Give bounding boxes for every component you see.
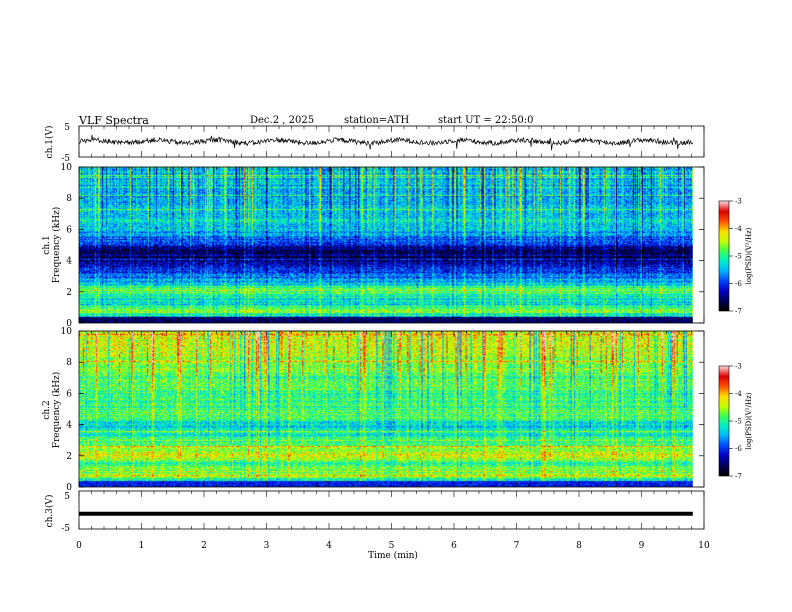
ch1-spec-ylabel-top: ch.1	[42, 235, 52, 254]
ch2-spec-ylabel-top: ch.2	[42, 400, 52, 419]
ch3-ylabel: ch.3(V)	[44, 495, 55, 528]
colorbar-tick-label: -7	[735, 473, 742, 481]
y-tick-label: 2	[66, 288, 72, 298]
x-tick-label: 5	[389, 541, 395, 551]
ch3-ytick-bottom: -5	[61, 524, 70, 534]
y-tick-label: 10	[61, 327, 73, 337]
ch1-colorbar	[719, 201, 729, 311]
ch3-waveform-panel: 5 -5 ch.3(V)	[44, 490, 705, 534]
figure-title: VLF Spectra	[78, 114, 149, 127]
colorbar-tick-label: -4	[735, 390, 742, 398]
ch1-spec-ylabel: Frequency (kHz)	[51, 207, 62, 284]
ch1-ylabel: ch.1(V)	[44, 126, 55, 159]
colorbar-tick-label: -5	[735, 253, 742, 261]
station-label: station=ATH	[344, 115, 410, 126]
colorbar-tick-label: -6	[735, 280, 742, 288]
y-tick-label: 0	[66, 483, 72, 493]
x-tick-label: 2	[201, 541, 207, 551]
x-tick-label: 4	[326, 541, 332, 551]
start-ut-label: start UT = 22:50:0	[438, 115, 533, 126]
y-tick-label: 4	[66, 421, 72, 431]
y-tick-label: 8	[66, 194, 72, 204]
ch1-colorbar-label: log(PSD)(V²/Hz)	[745, 227, 753, 284]
colorbar-tick-label: -7	[735, 308, 742, 316]
x-axis-label: Time (min)	[368, 550, 418, 561]
ch1-ytick-top: 5	[64, 123, 70, 133]
x-tick-label: 3	[264, 541, 270, 551]
colorbar-tick-label: -3	[735, 198, 742, 206]
x-tick-label: 0	[76, 541, 82, 551]
x-tick-label: 7	[514, 541, 520, 551]
y-tick-label: 8	[66, 358, 72, 368]
x-tick-label: 9	[639, 541, 645, 551]
ch1-spectrogram-image	[79, 167, 693, 323]
ch2-colorbar-label: log(PSD)(V²/Hz)	[745, 392, 753, 449]
colorbar-tick-label: -3	[735, 363, 742, 371]
x-tick-label: 1	[139, 541, 145, 551]
colorbar-tick-label: -5	[735, 418, 742, 426]
y-tick-label: 6	[66, 389, 72, 399]
ch2-colorbar	[719, 366, 729, 476]
ch1-ytick-bottom: -5	[61, 154, 70, 164]
ch3-ytick-top: 5	[64, 492, 70, 502]
y-tick-label: 4	[66, 257, 72, 267]
y-tick-label: 10	[61, 163, 73, 173]
x-tick-label: 10	[698, 541, 710, 551]
y-tick-label: 0	[66, 319, 72, 329]
x-tick-label: 8	[576, 541, 582, 551]
date-label: Dec.2 , 2025	[250, 115, 314, 126]
colorbar-tick-label: -6	[735, 445, 742, 453]
ch2-spectrogram-image	[79, 331, 693, 487]
ch1-waveform-panel: 5 -5 ch.1(V)	[44, 123, 705, 164]
ch1-waveform-line	[78, 134, 694, 151]
y-tick-label: 2	[66, 452, 72, 462]
x-tick-label: 6	[451, 541, 457, 551]
ch2-spec-ylabel: Frequency (kHz)	[51, 372, 62, 449]
y-tick-label: 6	[66, 225, 72, 235]
colorbar-tick-label: -4	[735, 225, 742, 233]
